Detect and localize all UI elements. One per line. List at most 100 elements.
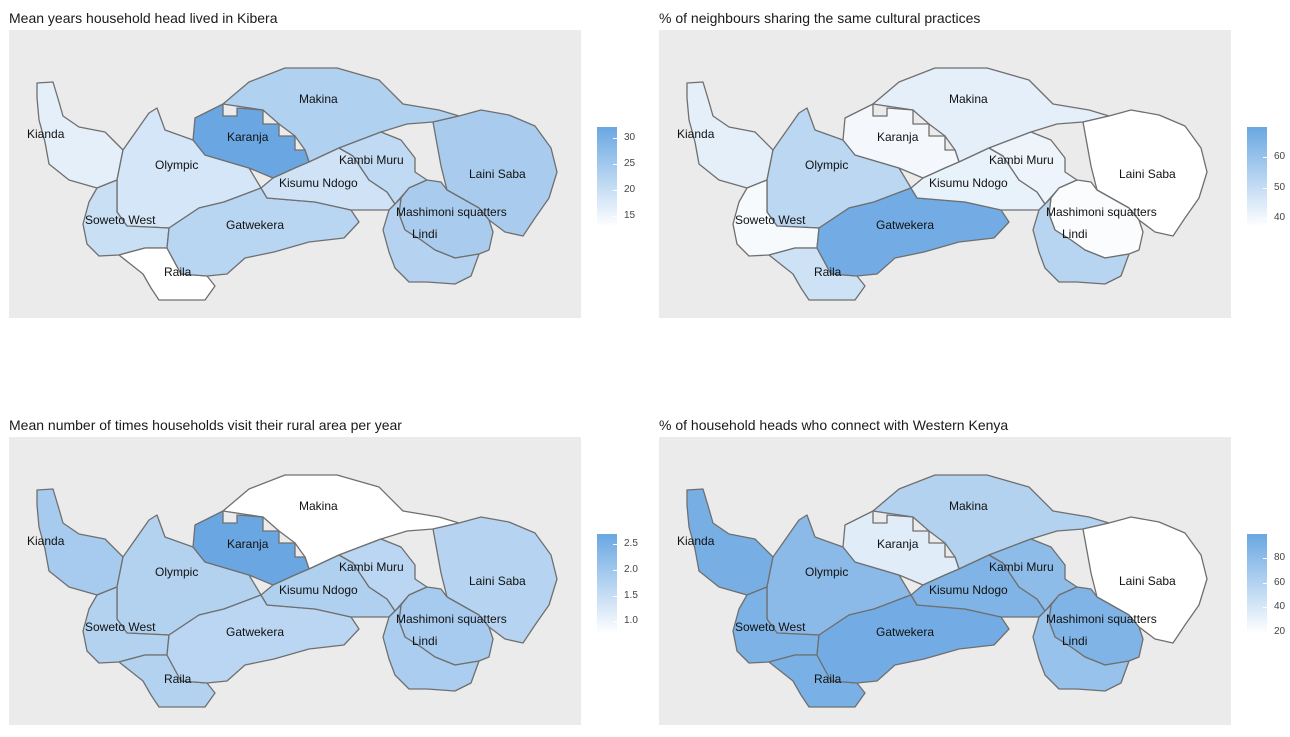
region-label-laini-saba: Laini Saba <box>469 574 526 588</box>
region-label-karanja: Karanja <box>877 537 919 551</box>
legend-tick-label: 60 <box>1274 151 1286 163</box>
region-label-lindi: Lindi <box>412 227 437 241</box>
legend-tick-mark <box>1263 582 1267 584</box>
legend-tick-mark <box>613 137 617 139</box>
legend-gradient-bar <box>597 127 617 227</box>
region-label-karanja: Karanja <box>877 130 919 144</box>
legend-tick-label: 40 <box>1274 601 1286 613</box>
region-label-mashimoni-squatters: Mashimoni squatters <box>396 612 507 626</box>
legend-tick-label: 60 <box>1274 576 1286 588</box>
map-panel-2: % of neighbours sharing the same cultura… <box>659 10 1290 330</box>
region-label-raila: Raila <box>164 672 192 686</box>
region-gatwekera <box>166 594 360 684</box>
region-gatwekera <box>816 187 1010 277</box>
region-label-olympic: Olympic <box>805 158 848 172</box>
region-makina <box>872 474 1110 570</box>
region-label-kisumu-ndogo: Kisumu Ndogo <box>279 583 358 597</box>
region-karanja <box>842 103 960 179</box>
region-label-kianda: Kianda <box>27 534 65 548</box>
region-label-raila: Raila <box>814 265 842 279</box>
region-label-soweto-west: Soweto West <box>85 213 156 227</box>
choropleth-map: Kianda Olympic Soweto West Raila Karanja Maki… <box>27 474 558 708</box>
legend-tick-label: 80 <box>1274 552 1286 564</box>
region-lindi <box>382 604 480 692</box>
legend-tick-mark <box>1263 157 1267 159</box>
region-raila <box>118 654 216 708</box>
legend-gradient-bar <box>1247 534 1267 634</box>
region-gatwekera <box>816 594 1010 684</box>
region-label-laini-saba: Laini Saba <box>1119 574 1176 588</box>
region-label-kianda: Kianda <box>677 127 715 141</box>
legend-tick-label: 15 <box>624 210 636 222</box>
legend-tick-mark <box>613 621 617 623</box>
legend-tick-label: 20 <box>624 184 636 196</box>
legend-tick-label: 20 <box>1274 625 1286 637</box>
map-panel-3: Mean number of times households visit th… <box>9 417 649 737</box>
region-label-lindi: Lindi <box>1062 634 1087 648</box>
region-label-kambi-muru: Kambi Muru <box>989 560 1054 574</box>
region-label-kambi-muru: Kambi Muru <box>989 153 1054 167</box>
region-label-mashimoni-squatters: Mashimoni squatters <box>1046 205 1157 219</box>
choropleth-map: Kianda Olympic Soweto West Raila Karanja Maki… <box>27 67 558 301</box>
choropleth-map: Kianda Olympic Soweto West Raila Karanja Maki… <box>677 67 1208 301</box>
legend-tick-label: 1.0 <box>624 615 638 627</box>
legend-tick-mark <box>613 569 617 571</box>
legend-tick-mark <box>1263 187 1267 189</box>
region-label-mashimoni-squatters: Mashimoni squatters <box>1046 612 1157 626</box>
region-raila <box>768 247 866 301</box>
region-label-kambi-muru: Kambi Muru <box>339 560 404 574</box>
legend-tick-mark <box>613 595 617 597</box>
panel-title: % of neighbours sharing the same cultura… <box>659 10 981 26</box>
region-label-raila: Raila <box>164 265 192 279</box>
region-label-karanja: Karanja <box>227 537 269 551</box>
color-legend: 30 25 20 15 <box>597 127 647 227</box>
region-label-olympic: Olympic <box>155 158 198 172</box>
region-label-karanja: Karanja <box>227 130 269 144</box>
region-label-makina: Makina <box>949 92 988 106</box>
panel-title: Mean number of times households visit th… <box>9 417 402 433</box>
region-label-gatwekera: Gatwekera <box>226 625 284 639</box>
region-label-makina: Makina <box>949 499 988 513</box>
panel-title: Mean years household head lived in Kiber… <box>9 10 278 26</box>
color-legend: 80 60 40 20 <box>1247 534 1290 637</box>
region-raila <box>768 654 866 708</box>
region-lindi <box>1032 197 1130 285</box>
legend-tick-mark <box>1263 607 1267 609</box>
panel-title: % of household heads who connect with We… <box>659 417 1009 433</box>
region-label-olympic: Olympic <box>805 565 848 579</box>
region-gatwekera <box>166 187 360 277</box>
region-makina <box>222 67 460 163</box>
region-lindi <box>382 197 480 285</box>
region-label-kianda: Kianda <box>27 127 65 141</box>
legend-tick-mark <box>613 163 617 165</box>
region-label-makina: Makina <box>299 499 338 513</box>
legend-tick-mark <box>613 216 617 218</box>
legend-tick-mark <box>1263 217 1267 219</box>
region-label-kianda: Kianda <box>677 534 715 548</box>
legend-tick-label: 40 <box>1274 211 1286 223</box>
map-panel-1: Mean years household head lived in Kiber… <box>9 10 649 330</box>
region-karanja <box>192 510 310 586</box>
legend-tick-label: 30 <box>624 131 636 143</box>
region-label-gatwekera: Gatwekera <box>876 218 934 232</box>
region-raila <box>118 247 216 301</box>
region-label-mashimoni-squatters: Mashimoni squatters <box>396 205 507 219</box>
region-label-kambi-muru: Kambi Muru <box>339 153 404 167</box>
region-label-soweto-west: Soweto West <box>85 620 156 634</box>
legend-gradient-bar <box>597 534 617 634</box>
legend-tick-label: 25 <box>624 157 636 169</box>
region-label-kisumu-ndogo: Kisumu Ndogo <box>929 583 1008 597</box>
legend-tick-label: 2.5 <box>624 538 638 550</box>
legend-tick-mark <box>613 544 617 546</box>
region-label-laini-saba: Laini Saba <box>1119 167 1176 181</box>
legend-tick-mark <box>1263 558 1267 560</box>
legend-tick-mark <box>1263 631 1267 633</box>
region-label-soweto-west: Soweto West <box>735 620 806 634</box>
choropleth-map: Kianda Olympic Soweto West Raila Karanja Maki… <box>677 474 1208 708</box>
region-karanja <box>192 103 310 179</box>
region-label-olympic: Olympic <box>155 565 198 579</box>
map-panel-4: % of household heads who connect with We… <box>659 417 1290 737</box>
region-label-soweto-west: Soweto West <box>735 213 806 227</box>
region-label-lindi: Lindi <box>1062 227 1087 241</box>
region-lindi <box>1032 604 1130 692</box>
